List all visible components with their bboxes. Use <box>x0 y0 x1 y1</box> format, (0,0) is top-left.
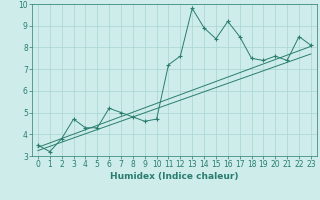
X-axis label: Humidex (Indice chaleur): Humidex (Indice chaleur) <box>110 172 239 181</box>
